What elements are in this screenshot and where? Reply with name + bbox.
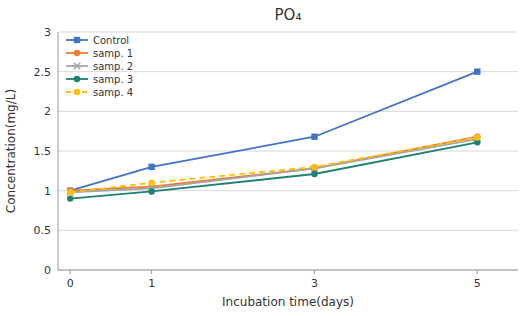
- y-tick-label: 0: [44, 264, 51, 277]
- legend-label: samp. 4: [93, 87, 133, 98]
- chart-container: 0 0.5 1 1.5 2 2.5 3 0 1 3 5 Control samp. 1 samp. 2 sa…: [0, 0, 532, 316]
- data-point: [474, 68, 480, 74]
- data-point: [148, 188, 154, 194]
- data-point: [67, 195, 73, 201]
- y-tick-label: 3: [44, 26, 51, 39]
- legend-marker: [74, 89, 80, 95]
- y-tick-label: 2.5: [34, 66, 52, 79]
- legend-label: samp. 1: [93, 48, 133, 59]
- y-tick-label: 0.5: [34, 224, 52, 237]
- grid-line: [58, 111, 518, 112]
- y-tick-label: 1: [44, 185, 51, 198]
- title: PO₄: [275, 6, 302, 24]
- y-axis-label: Concentration(mg/L): [4, 89, 18, 213]
- x-tick-label: 5: [474, 277, 481, 290]
- data-point: [148, 164, 154, 170]
- data-point: [148, 180, 154, 186]
- chart: 0 0.5 1 1.5 2 2.5 3 0 1 3 5 Control samp. 1 samp. 2 sa…: [0, 0, 532, 316]
- y-tick-label: 1.5: [34, 145, 52, 158]
- legend-label: samp. 2: [93, 61, 133, 72]
- legend-label: samp. 3: [93, 74, 133, 85]
- legend-marker: [74, 50, 80, 56]
- x-tick: [70, 270, 71, 274]
- legend-marker: [74, 76, 80, 82]
- series-line: [70, 138, 477, 193]
- data-point: [311, 171, 317, 177]
- y-axis: [58, 32, 59, 270]
- legend-marker: [74, 63, 80, 69]
- grid: [58, 32, 518, 270]
- x-axis-label: Incubation time(days): [222, 295, 354, 309]
- y-tick-label: 2: [44, 105, 51, 118]
- data-point: [67, 189, 73, 195]
- grid-line: [58, 270, 518, 271]
- data-point: [474, 134, 480, 140]
- legend-label: Control: [93, 35, 129, 46]
- legend-marker: [74, 37, 80, 43]
- x-tick: [477, 270, 478, 274]
- x-tick-label: 1: [148, 277, 155, 290]
- plot-area: [67, 68, 480, 201]
- grid-line: [58, 151, 518, 152]
- data-point: [311, 134, 317, 140]
- x-axis: [58, 270, 518, 271]
- series-line: [70, 137, 477, 191]
- x-tick-label: 3: [311, 277, 318, 290]
- grid-line: [58, 230, 518, 231]
- legend: Control samp. 1 samp. 2 samp. 3 samp. 4: [66, 35, 133, 98]
- x-tick: [151, 270, 152, 274]
- x-tick: [314, 270, 315, 274]
- grid-line: [58, 32, 518, 33]
- data-point: [67, 189, 73, 195]
- data-point: [474, 134, 480, 140]
- x-tick-label: 0: [67, 277, 74, 290]
- data-point: [311, 164, 317, 170]
